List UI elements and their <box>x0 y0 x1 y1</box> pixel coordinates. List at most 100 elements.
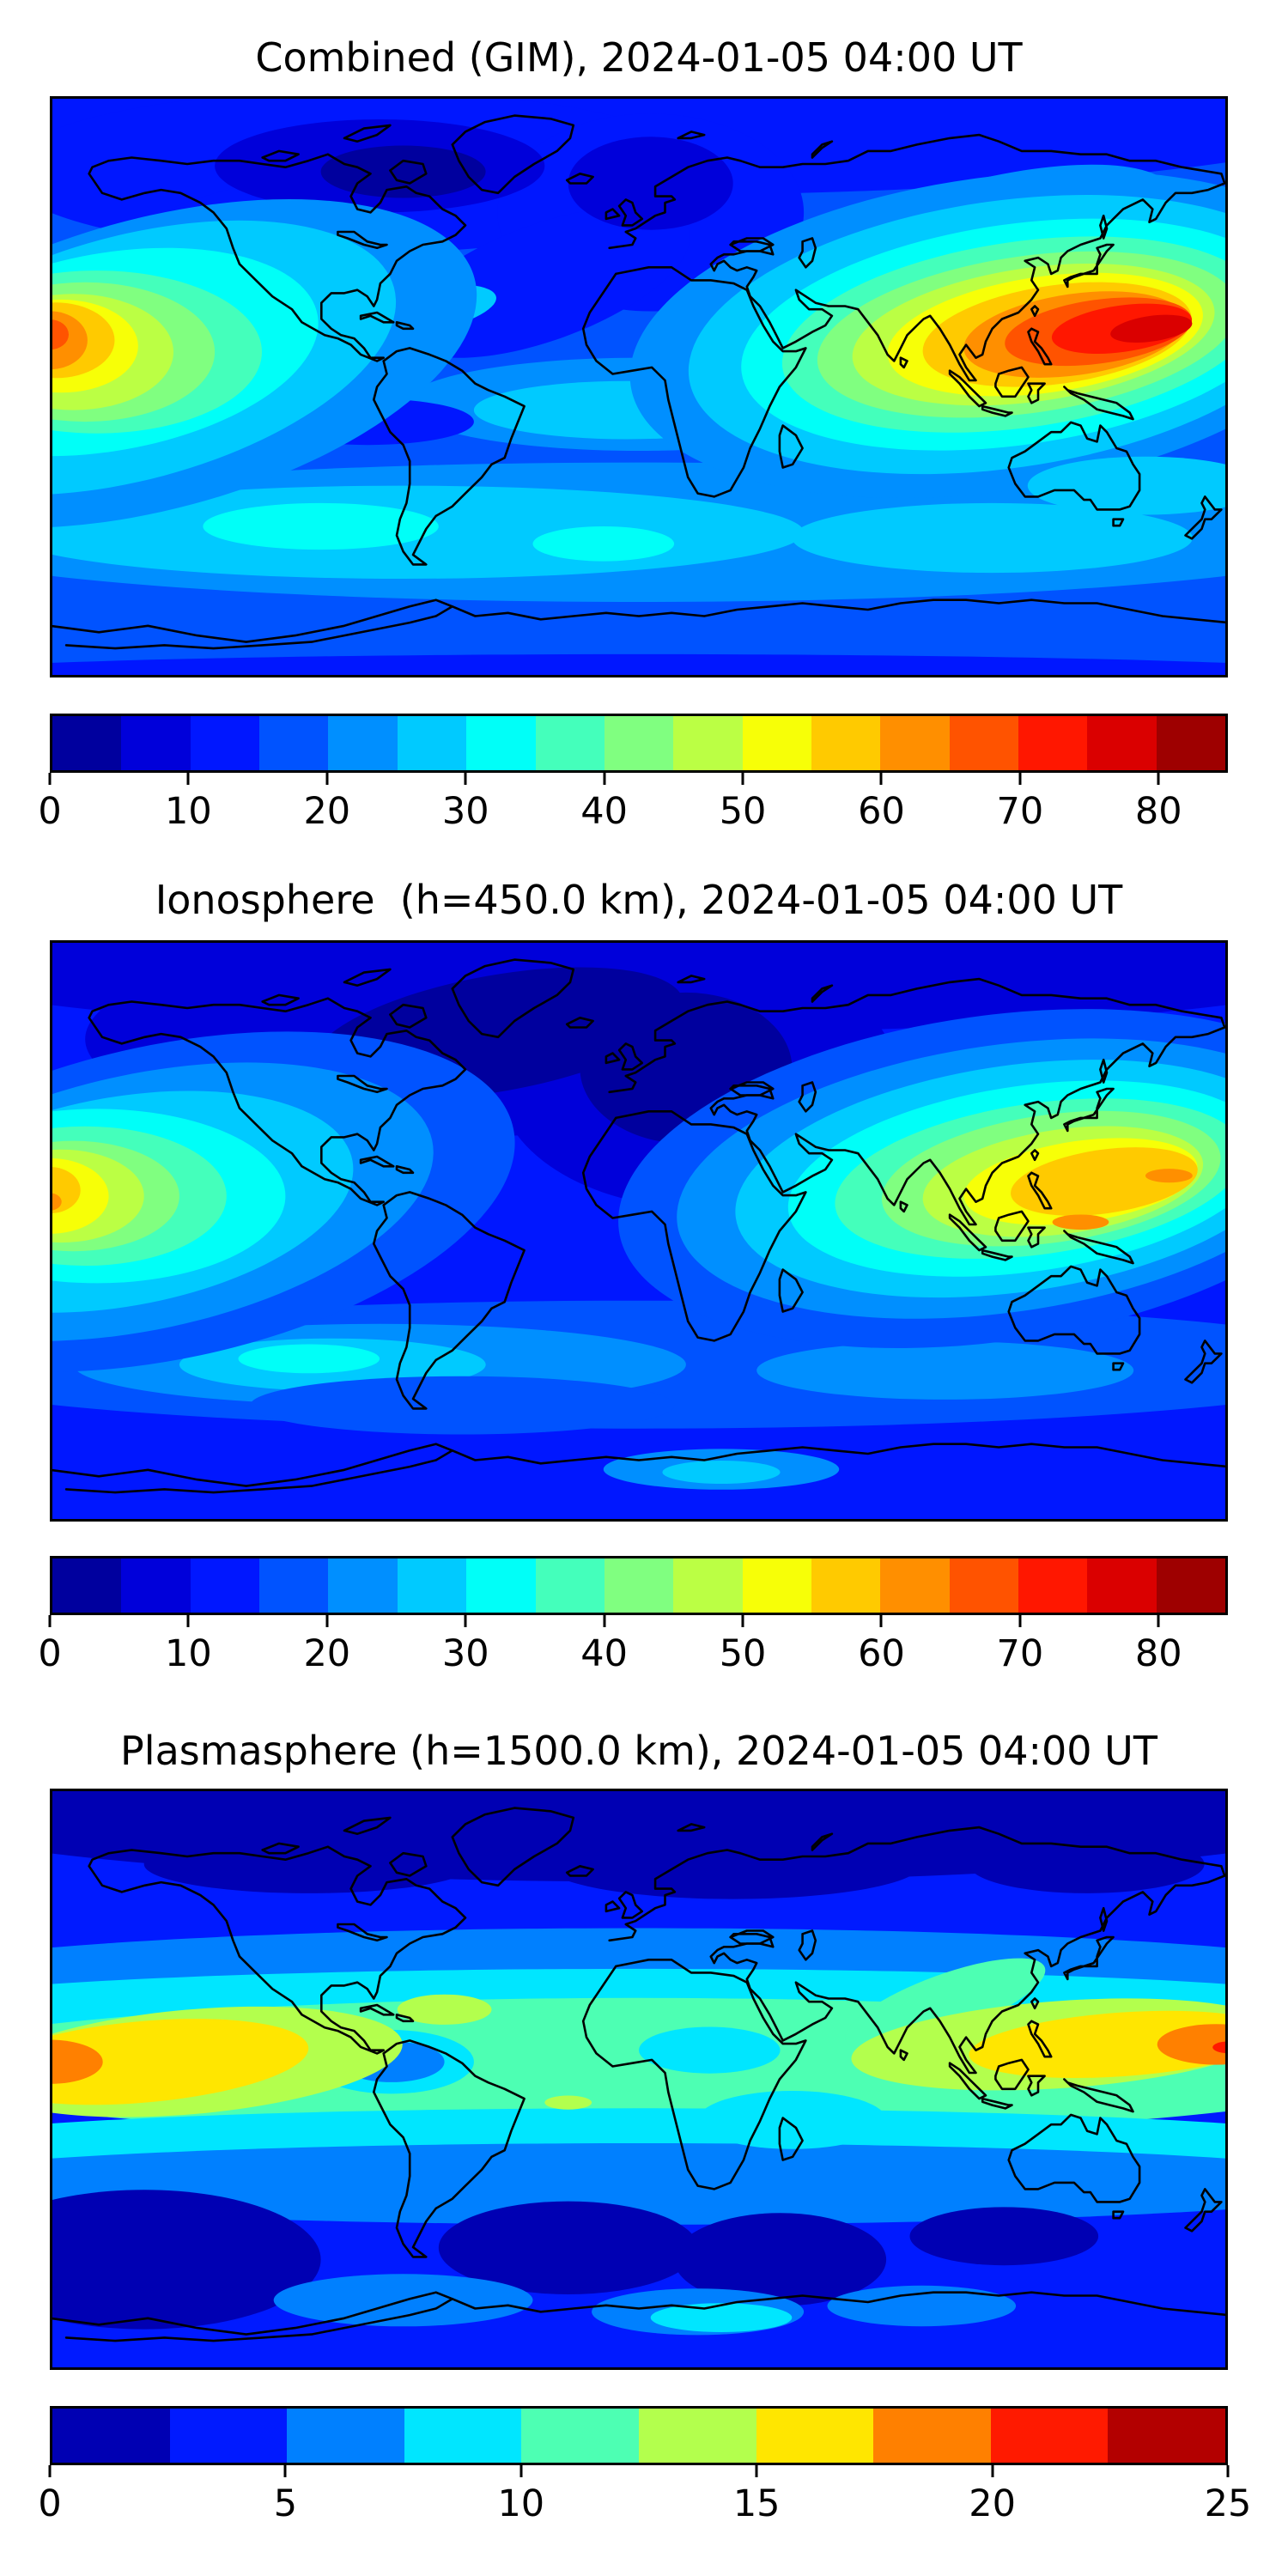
colorbar-segment <box>1156 716 1226 770</box>
colorbar-tick-mark <box>879 1615 883 1627</box>
colorbar-tick-mark <box>603 773 606 785</box>
colorbar-segment <box>949 716 1019 770</box>
colorbar-segment <box>1156 1558 1226 1613</box>
colorbar-segment <box>190 1558 260 1613</box>
colorbar-segment <box>259 1558 329 1613</box>
colorbar-segment <box>287 2409 404 2463</box>
colorbar-tick-label: 30 <box>441 790 489 833</box>
colorbar-tick-label: 20 <box>303 1632 351 1675</box>
colorbar-tick-label: 60 <box>858 1632 905 1675</box>
colorbar-tick-label: 80 <box>1134 1632 1182 1675</box>
colorbar-segment <box>121 1558 191 1613</box>
colorbar-tick-label: 20 <box>303 790 351 833</box>
colorbar-tick-mark <box>741 773 744 785</box>
colorbar-tick-mark <box>879 773 883 785</box>
colorbar-segment <box>466 716 536 770</box>
colorbar-segment <box>121 716 191 770</box>
colorbar-tick-mark <box>325 1615 329 1627</box>
map-plasmasphere <box>50 1789 1228 2370</box>
colorbar-segment <box>1018 716 1088 770</box>
colorbar-tick-mark <box>48 773 52 785</box>
panel-title-plasmasphere: Plasmasphere (h=1500.0 km), 2024-01-05 0… <box>120 1728 1157 1774</box>
colorbar-tick-mark <box>1018 773 1022 785</box>
colorbar-tick-mark <box>48 2465 52 2477</box>
colorbar-combined-ticks: 0 10 20 30 40 50 60 70 80 <box>38 773 1228 867</box>
colorbar-tick-label: 10 <box>497 2482 545 2525</box>
colorbar-segment <box>259 716 329 770</box>
colorbar-tick-label: 40 <box>580 790 628 833</box>
colorbar-ionosphere <box>50 1556 1228 1615</box>
colorbar-segment <box>811 1558 881 1613</box>
colorbar-tick-label: 25 <box>1204 2482 1252 2525</box>
colorbar-tick-label: 30 <box>441 1632 489 1675</box>
colorbar-tick-mark <box>991 2465 994 2477</box>
colorbar-segment <box>1087 716 1157 770</box>
colorbar-tick-label: 60 <box>858 790 905 833</box>
colorbar-tick-mark <box>519 2465 523 2477</box>
colorbar-tick-label: 10 <box>165 790 212 833</box>
colorbar-segment <box>1108 2409 1225 2463</box>
colorbar-tick-mark <box>1018 1615 1022 1627</box>
colorbar-tick-mark <box>1226 2465 1230 2477</box>
colorbar-segment <box>1087 1558 1157 1613</box>
colorbar-segment <box>52 2409 170 2463</box>
colorbar-segment <box>52 716 122 770</box>
colorbar-tick-label: 70 <box>996 1632 1044 1675</box>
colorbar-segment <box>466 1558 536 1613</box>
colorbar-tick-mark <box>1157 1615 1160 1627</box>
colorbar-tick-label: 80 <box>1134 790 1182 833</box>
colorbar-segment <box>404 2409 522 2463</box>
colorbar-tick-label: 10 <box>165 1632 212 1675</box>
colorbar-segment <box>742 1558 811 1613</box>
colorbar-segment <box>880 1558 950 1613</box>
colorbar-ionosphere-ticks: 0 10 20 30 40 50 60 70 80 <box>38 1615 1228 1710</box>
colorbar-tick-label: 20 <box>969 2482 1016 2525</box>
colorbar-plasmasphere-ticks: 0 5 10 15 20 25 <box>38 2465 1251 2560</box>
colorbar-tick-mark <box>283 2465 287 2477</box>
colorbar-tick-label: 0 <box>38 790 62 833</box>
colorbar-tick-label: 0 <box>38 1632 62 1675</box>
colorbar-segment <box>873 2409 991 2463</box>
colorbar-tick-label: 50 <box>719 1632 767 1675</box>
map-plasmasphere-svg <box>50 1789 1228 2370</box>
colorbar-segment <box>535 1558 605 1613</box>
colorbar-segment <box>673 1558 743 1613</box>
colorbar-gradient <box>52 716 1226 770</box>
panel-title-ionosphere: Ionosphere (h=450.0 km), 2024-01-05 04:0… <box>155 877 1123 923</box>
colorbar-tick-mark <box>186 1615 190 1627</box>
colorbar-tick-mark <box>1157 773 1160 785</box>
colorbar-gradient <box>52 2409 1225 2463</box>
colorbar-segment <box>742 716 811 770</box>
colorbar-segment <box>535 716 605 770</box>
colorbar-tick-label: 40 <box>580 1632 628 1675</box>
map-ionosphere-svg <box>50 940 1228 1522</box>
colorbar-gradient <box>52 1558 1226 1613</box>
colorbar-tick-label: 0 <box>38 2482 62 2525</box>
colorbar-segment <box>397 716 467 770</box>
colorbar-combined <box>50 714 1228 773</box>
colorbar-tick-mark <box>48 1615 52 1627</box>
colorbar-segment <box>811 716 881 770</box>
colorbar-segment <box>1018 1558 1088 1613</box>
colorbar-tick-mark <box>755 2465 758 2477</box>
colorbar-segment <box>328 1558 398 1613</box>
colorbar-segment <box>52 1558 122 1613</box>
colorbar-tick-label: 15 <box>732 2482 781 2525</box>
colorbar-segment <box>638 2409 756 2463</box>
colorbar-segment <box>604 1558 674 1613</box>
colorbar-tick-label: 70 <box>996 790 1044 833</box>
colorbar-tick-mark <box>325 773 329 785</box>
map-combined <box>50 96 1228 677</box>
map-ionosphere <box>50 940 1228 1522</box>
colorbar-segment <box>990 2409 1109 2463</box>
colorbar-segment <box>880 716 950 770</box>
colorbar-segment <box>949 1558 1019 1613</box>
colorbar-segment <box>673 716 743 770</box>
colorbar-tick-label: 50 <box>719 790 767 833</box>
colorbar-segment <box>190 716 260 770</box>
colorbar-tick-label: 5 <box>273 2482 298 2525</box>
map-combined-svg <box>50 96 1228 677</box>
colorbar-tick-mark <box>464 1615 467 1627</box>
colorbar-segment <box>328 716 398 770</box>
